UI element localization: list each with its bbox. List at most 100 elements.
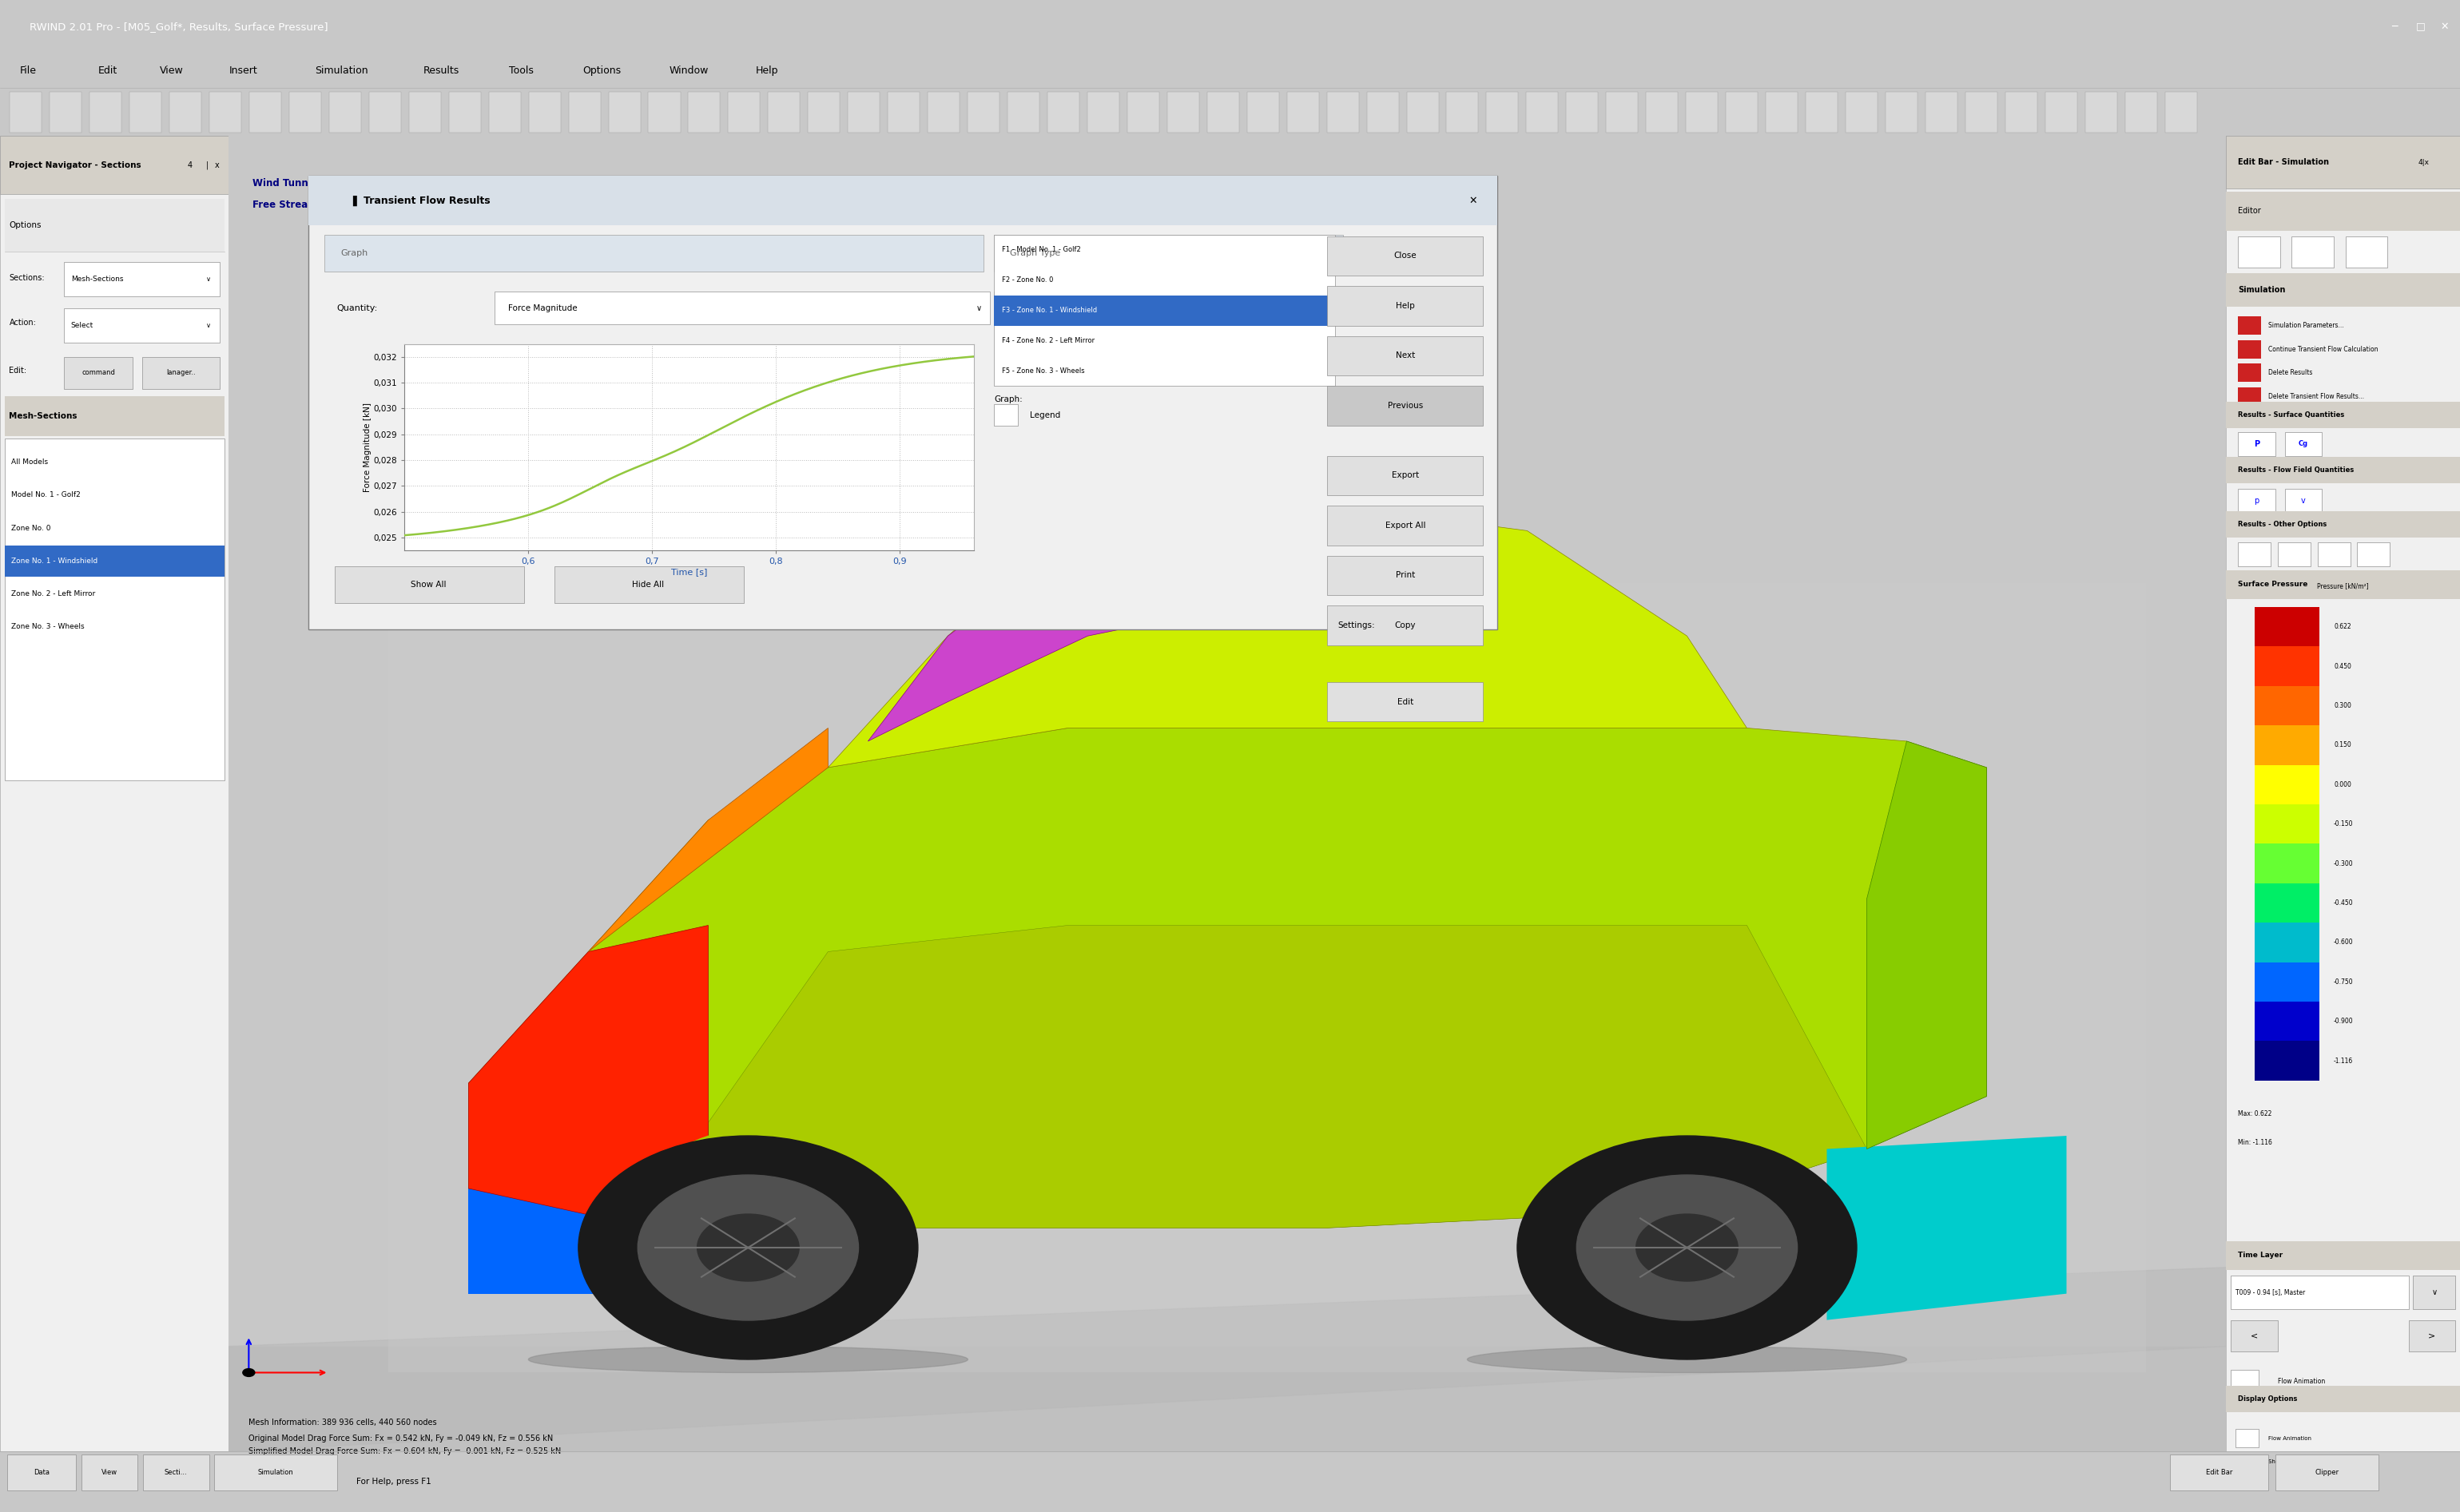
Text: Zone No. 3 - Wheels: Zone No. 3 - Wheels [12, 623, 84, 631]
Text: P: P [2253, 440, 2261, 448]
Text: -0.300: -0.300 [2335, 860, 2354, 866]
Text: ∨: ∨ [2430, 1288, 2438, 1296]
Text: Options: Options [10, 222, 42, 230]
Bar [1247, 92, 1279, 132]
Text: Options: Options [583, 65, 622, 76]
X-axis label: Time [s]: Time [s] [672, 569, 708, 576]
Text: Edit: Edit [1397, 697, 1414, 706]
Text: Force Magnitude: Force Magnitude [509, 304, 578, 313]
Bar [1048, 92, 1080, 132]
Text: Data: Data [34, 1470, 49, 1476]
Bar [214, 1455, 337, 1491]
Text: Results - Other Options: Results - Other Options [2239, 520, 2327, 528]
Bar [2293, 236, 2335, 268]
Bar [849, 92, 881, 132]
Bar [2253, 726, 2320, 765]
Bar [1328, 505, 1483, 546]
Bar [1328, 336, 1483, 375]
Bar [2344, 236, 2389, 268]
Text: Legend: Legend [1031, 411, 1060, 419]
Bar [2239, 364, 2261, 383]
Bar [2239, 432, 2275, 455]
Text: Free Stream Velocity: 30 m/s: Free Stream Velocity: 30 m/s [253, 200, 406, 210]
Text: Model No. 1 - Golf2: Model No. 1 - Golf2 [12, 491, 81, 499]
Circle shape [1577, 1175, 1798, 1320]
Bar [529, 92, 561, 132]
Bar [1328, 286, 1483, 325]
Bar [888, 92, 920, 132]
Bar [2226, 1241, 2460, 1270]
Text: Results - Surface Quantities: Results - Surface Quantities [2239, 411, 2344, 419]
Bar [64, 357, 133, 389]
Text: Cg: Cg [2298, 440, 2307, 448]
Text: Graph Type: Graph Type [1009, 249, 1060, 257]
Bar [2239, 387, 2261, 405]
Text: Edit: Edit [98, 65, 118, 76]
Text: ∨: ∨ [207, 322, 212, 330]
Text: Display Options: Display Options [2239, 1396, 2298, 1403]
Text: |: | [207, 160, 209, 169]
Bar [2239, 236, 2280, 268]
Bar [2170, 1455, 2268, 1491]
Circle shape [654, 1131, 841, 1253]
Text: ✕: ✕ [1469, 195, 1478, 206]
Text: F3 - Zone No. 1 - Windshield: F3 - Zone No. 1 - Windshield [1001, 307, 1097, 314]
Bar [0, 136, 229, 194]
Bar [1127, 92, 1159, 132]
Text: ✕: ✕ [2440, 21, 2448, 32]
Bar [1208, 92, 1240, 132]
Bar [330, 92, 362, 132]
Bar [994, 234, 1343, 272]
Text: -0.450: -0.450 [2335, 900, 2354, 907]
Bar [994, 404, 1018, 425]
Text: All Models: All Models [12, 458, 49, 466]
Bar [1806, 92, 1838, 132]
Text: ∨: ∨ [207, 275, 212, 283]
Bar [728, 92, 760, 132]
Text: F2 - Zone No. 0: F2 - Zone No. 0 [1001, 277, 1053, 284]
Text: ─: ─ [2391, 21, 2396, 32]
Text: Window: Window [669, 65, 708, 76]
Bar [2226, 457, 2460, 484]
Text: RWIND 2.01 Pro - [M05_Golf*, Results, Surface Pressure]: RWIND 2.01 Pro - [M05_Golf*, Results, Su… [30, 21, 327, 32]
Text: Export All: Export All [1385, 522, 1424, 529]
Bar [1407, 92, 1439, 132]
Bar [967, 92, 999, 132]
Bar [81, 1455, 138, 1491]
Text: -0.750: -0.750 [2335, 978, 2354, 986]
Text: Pressure [kN/m²]: Pressure [kN/m²] [2317, 582, 2369, 590]
Bar [1328, 556, 1483, 596]
Text: Export: Export [1392, 472, 1419, 479]
Bar [89, 92, 121, 132]
Bar [807, 92, 839, 132]
Bar [2226, 272, 2460, 307]
Bar [49, 92, 81, 132]
Text: Delete Results: Delete Results [2268, 369, 2312, 376]
Polygon shape [467, 1188, 708, 1294]
Bar [2165, 92, 2197, 132]
Bar [1328, 236, 1483, 275]
Polygon shape [829, 505, 1747, 768]
Text: -1.116: -1.116 [2335, 1057, 2354, 1064]
Bar [1087, 92, 1119, 132]
Bar [1328, 682, 1483, 721]
Text: 0.450: 0.450 [2335, 662, 2352, 670]
Text: □: □ [2416, 21, 2426, 32]
Text: Simulation Parameters...: Simulation Parameters... [2268, 322, 2344, 330]
Polygon shape [1828, 1136, 2066, 1320]
Text: 0.000: 0.000 [2335, 782, 2352, 788]
Bar [494, 292, 989, 324]
Bar [2226, 511, 2460, 537]
Polygon shape [467, 727, 1988, 1228]
Text: Copy: Copy [1395, 621, 1417, 629]
Bar [927, 92, 959, 132]
Text: 0.300: 0.300 [2335, 702, 2352, 709]
Bar [1166, 92, 1198, 132]
Text: Clipper: Clipper [2315, 1470, 2339, 1476]
Text: Drag Forces: Drag Forces [1006, 304, 1055, 313]
Bar [2226, 1385, 2460, 1412]
Bar [1567, 92, 1599, 132]
Bar [2253, 606, 2320, 647]
Bar [2231, 1370, 2258, 1394]
Text: For Help, press F1: For Help, press F1 [357, 1477, 430, 1486]
